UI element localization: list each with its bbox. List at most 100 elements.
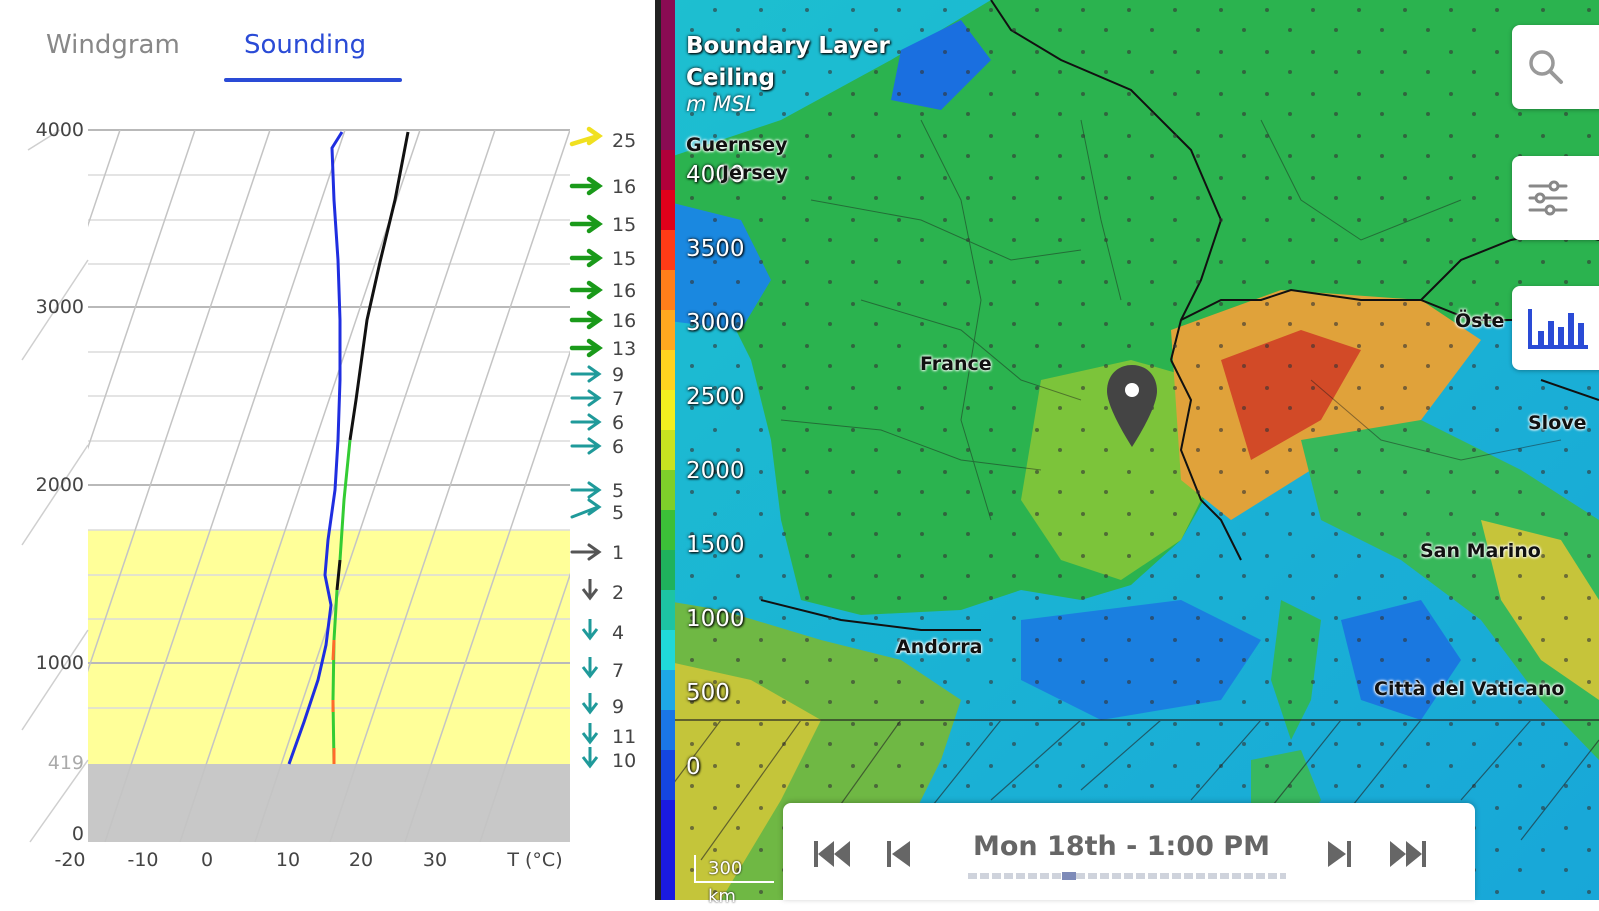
current-time-label: Mon 18th - 1:00 PM [973,831,1270,862]
wind-speed-label: 6 [612,412,624,434]
skip-back-icon [814,841,850,867]
wind-speed-label: 16 [612,176,636,198]
first-frame-button[interactable] [807,831,857,877]
wind-speed-label: 4 [612,622,624,644]
x-tick-m10: -10 [127,849,158,871]
y-tick-3000: 3000 [36,296,84,318]
legend-colorbar [661,0,675,900]
wind-barb: 1 [570,542,624,564]
x-tick-0: 0 [201,849,213,871]
wind-speed-label: 16 [612,310,636,332]
wind-barb: 25 [569,126,636,152]
timeline-thumb[interactable] [1062,872,1076,880]
layer-title-line2: Ceiling [686,65,775,91]
timeline-slider[interactable] [968,872,1286,880]
time-controls: Mon 18th - 1:00 PM [783,803,1475,900]
tab-sounding[interactable]: Sounding [244,30,367,60]
wind-speed-label: 11 [612,726,636,748]
sounding-chart: 4000 3000 2000 1000 419 0 -20 -10 0 10 2… [21,119,636,871]
scale-bar: 300 km [694,855,774,907]
layer-title-line1: Boundary Layer [686,33,890,59]
colorbar-label-2500: 2500 [686,384,745,410]
wind-speed-label: 13 [612,338,636,360]
wind-speed-label: 25 [612,130,636,152]
x-tick-20: 20 [349,849,373,871]
place-san-marino: San Marino [1420,540,1541,562]
wind-barb: 13 [569,338,636,360]
skip-forward-icon [1390,841,1426,867]
y-tick-ground: 419 [48,752,84,774]
place-slovenia: Slove [1528,412,1587,434]
wind-barb: 9 [570,364,624,386]
weather-map[interactable] [661,0,1599,900]
wind-barb: 9 [581,693,624,718]
place-france: France [920,353,992,375]
settings-button[interactable] [1512,156,1599,240]
colorbar-label-3500: 3500 [686,236,745,262]
next-frame-button[interactable] [1315,831,1365,877]
y-tick-1000: 1000 [36,652,84,674]
search-button[interactable] [1512,25,1599,109]
wind-speed-label: 5 [612,480,624,502]
place-vatican: Città del Vaticano [1374,678,1565,700]
sounding-chart-button[interactable] [1512,286,1599,370]
wind-barb: 4 [581,619,624,644]
x-tick-10: 10 [276,849,300,871]
wind-speed-label: 10 [612,750,636,772]
wind-barb: 15 [569,214,636,236]
y-tick-0: 0 [72,823,84,845]
bar-chart-icon [1528,309,1588,349]
wind-speed-label: 7 [612,388,624,410]
last-frame-button[interactable] [1383,831,1433,877]
map-canvas[interactable] [661,0,1599,900]
layer-title: Boundary Layer Ceiling [686,30,890,94]
colorbar-label-2000: 2000 [686,458,745,484]
dewpoint-line [287,131,344,765]
y-tick-4000: 4000 [36,119,84,141]
wind-speed-label: 9 [612,364,624,386]
wind-barb: 2 [581,579,624,604]
place-osterreich: Öste [1455,310,1505,332]
wind-barb: 10 [581,747,636,772]
x-axis-unit: T (°C) [506,849,562,871]
wind-barb: 6 [570,412,624,434]
tab-windgram[interactable]: Windgram [46,30,180,60]
previous-frame-button[interactable] [873,831,923,877]
wind-speed-label: 7 [612,660,624,682]
x-tick-m20: -20 [54,849,85,871]
wind-speed-label: 15 [612,248,636,270]
wind-barb: 5 [570,480,624,502]
place-andorra: Andorra [896,636,983,658]
wind-barb: 7 [570,388,624,410]
colorbar-label-0: 0 [686,754,701,780]
sounding-panel: 4000 3000 2000 1000 419 0 -20 -10 0 10 2… [0,0,655,900]
wind-speed-label: 16 [612,280,636,302]
active-tab-indicator [224,78,402,82]
boundary-layer-band [88,530,570,764]
colorbar-label-1000: 1000 [686,606,745,632]
wind-barb: 16 [569,310,636,332]
search-icon [1529,50,1563,84]
panel-divider[interactable] [655,0,661,900]
place-guernsey: Guernsey [686,134,788,156]
layer-unit: m MSL [686,92,757,116]
wind-speed-label: 9 [612,696,624,718]
location-pin-icon[interactable] [1105,363,1159,453]
step-forward-icon [1328,841,1351,867]
x-tick-30: 30 [423,849,447,871]
colorbar-label-3000: 3000 [686,310,745,336]
place-jersey: Jersey [722,162,788,184]
wind-speed-label: 2 [612,582,624,604]
wind-barb: 16 [569,280,636,302]
wind-speed-label: 6 [612,436,624,458]
wind-barb: 5 [570,498,624,524]
wind-barb: 11 [581,723,636,748]
ground-band [88,764,570,842]
colorbar-label-1500: 1500 [686,532,745,558]
y-tick-2000: 2000 [36,474,84,496]
temperature-line [348,131,410,441]
colorbar-label-4000: 4000 [686,162,745,188]
wind-barb: 6 [570,436,624,458]
sliders-icon [1528,180,1568,216]
